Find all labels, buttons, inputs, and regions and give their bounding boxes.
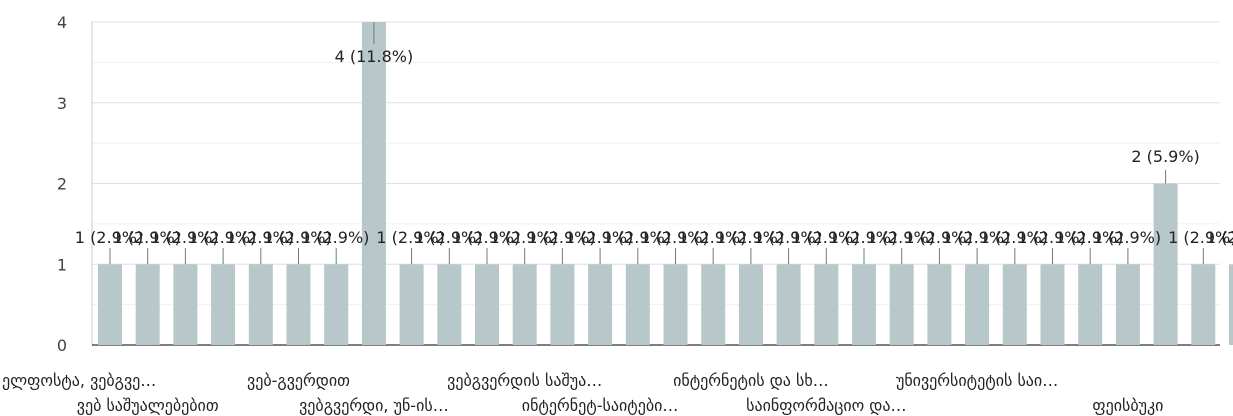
bar bbox=[550, 264, 575, 345]
y-tick-labels: 0 1 2 3 4 bbox=[57, 13, 67, 355]
data-label: 1 (2.9%) bbox=[376, 228, 444, 247]
data-label-leaders bbox=[109, 22, 1204, 265]
x-tick-label: საინფორმაციო და… bbox=[746, 396, 906, 415]
data-label: 1 (2.9%) bbox=[226, 228, 294, 247]
x-tick-label: ინტერნეტის და სხ… bbox=[673, 371, 829, 390]
x-tick-label: ვებგვერდის საშუა… bbox=[447, 371, 602, 390]
data-labels: 1 (2.9%)1 (2.9%)1 (2.9%)1 (2.9%)1 (2.9%)… bbox=[75, 47, 1233, 247]
bar bbox=[588, 264, 613, 345]
data-label: 1 (2.9%) bbox=[301, 228, 369, 247]
bar bbox=[625, 264, 650, 345]
bar bbox=[776, 264, 801, 345]
bar bbox=[399, 264, 424, 345]
data-label: 1 (2.9%) bbox=[829, 228, 897, 247]
data-label: 1 (2.9%) bbox=[527, 228, 595, 247]
data-label: 2 (5.9%) bbox=[1131, 147, 1199, 166]
gridlines bbox=[92, 21, 1220, 346]
bar bbox=[248, 264, 273, 345]
data-label: 1 (2.9%) bbox=[753, 228, 821, 247]
y-tick-label: 1 bbox=[57, 255, 67, 274]
data-label: 1 (2.9%) bbox=[1055, 228, 1123, 247]
x-tick-label: ვებ-გვერდით bbox=[247, 371, 350, 390]
bar bbox=[1078, 264, 1103, 345]
data-label: 1 (2.9%) bbox=[980, 228, 1048, 247]
bar bbox=[1115, 264, 1140, 345]
bar bbox=[324, 264, 349, 345]
y-tick-label: 2 bbox=[57, 175, 67, 194]
bar bbox=[98, 264, 122, 345]
data-label: 1 (2.9%) bbox=[188, 228, 256, 247]
bar bbox=[512, 264, 537, 345]
y-tick-label: 4 bbox=[57, 13, 67, 32]
bar bbox=[663, 264, 688, 345]
y-tick-label: 0 bbox=[57, 336, 67, 355]
data-label: 4 (11.8%) bbox=[335, 47, 414, 66]
x-tick-label: ელფოსტა, ვებგვე… bbox=[2, 371, 156, 390]
bar bbox=[1040, 264, 1065, 345]
data-label: 1 (2.9%) bbox=[452, 228, 520, 247]
data-label: 1 (2.9%) bbox=[565, 228, 633, 247]
data-label: 1 (2.9%) bbox=[791, 228, 859, 247]
y-tick-label: 3 bbox=[57, 94, 67, 113]
bar bbox=[738, 264, 763, 345]
bar bbox=[1191, 264, 1216, 345]
x-tick-label: უნივერსიტეტის საი… bbox=[896, 371, 1058, 390]
x-tick-label: ვებგვერდი, უნ-ის… bbox=[299, 396, 449, 415]
bar bbox=[1229, 264, 1233, 345]
data-label: 1 (2.9%) bbox=[1206, 228, 1233, 247]
data-label: 1 (2.9%) bbox=[640, 228, 708, 247]
data-label: 1 (2.9%) bbox=[489, 228, 557, 247]
bar bbox=[173, 264, 198, 345]
bar bbox=[286, 264, 311, 345]
data-label: 1 (2.9%) bbox=[112, 228, 180, 247]
data-label: 1 (2.9%) bbox=[678, 228, 746, 247]
data-label: 1 (2.9%) bbox=[1093, 228, 1161, 247]
data-label: 1 (2.9%) bbox=[1168, 228, 1233, 247]
x-tick-label: ინტერნეტ-საიტები… bbox=[522, 396, 679, 415]
bar bbox=[135, 264, 160, 345]
bar bbox=[1002, 264, 1027, 345]
axis-lines bbox=[91, 22, 1220, 346]
bar bbox=[1153, 183, 1178, 345]
data-label: 1 (2.9%) bbox=[263, 228, 331, 247]
data-label: 1 (2.9%) bbox=[904, 228, 972, 247]
bar bbox=[965, 264, 990, 345]
data-label: 1 (2.9%) bbox=[942, 228, 1010, 247]
bars bbox=[98, 22, 1233, 345]
data-label: 1 (2.9%) bbox=[603, 228, 671, 247]
bar bbox=[927, 264, 952, 345]
bar bbox=[211, 264, 236, 345]
data-label: 1 (2.9%) bbox=[414, 228, 482, 247]
bar bbox=[361, 22, 386, 345]
x-tick-labels: ელფოსტა, ვებგვე… ვებ საშუალებებით ვებ-გვერ… bbox=[2, 371, 1163, 415]
bar bbox=[701, 264, 726, 345]
bar bbox=[437, 264, 462, 345]
x-tick-label: ვებ საშუალებებით bbox=[77, 396, 219, 415]
data-label: 1 (2.9%) bbox=[75, 228, 143, 247]
data-label: 1 (2.9%) bbox=[866, 228, 934, 247]
bar bbox=[852, 264, 876, 345]
bar bbox=[814, 264, 839, 345]
bar bbox=[889, 264, 914, 345]
data-label: 1 (2.9%) bbox=[716, 228, 784, 247]
bar bbox=[475, 264, 499, 345]
data-label: 1 (2.9%) bbox=[150, 228, 218, 247]
data-label: 1 (2.9%) bbox=[1017, 228, 1085, 247]
x-tick-label: ფეისბუკი bbox=[1092, 396, 1163, 415]
